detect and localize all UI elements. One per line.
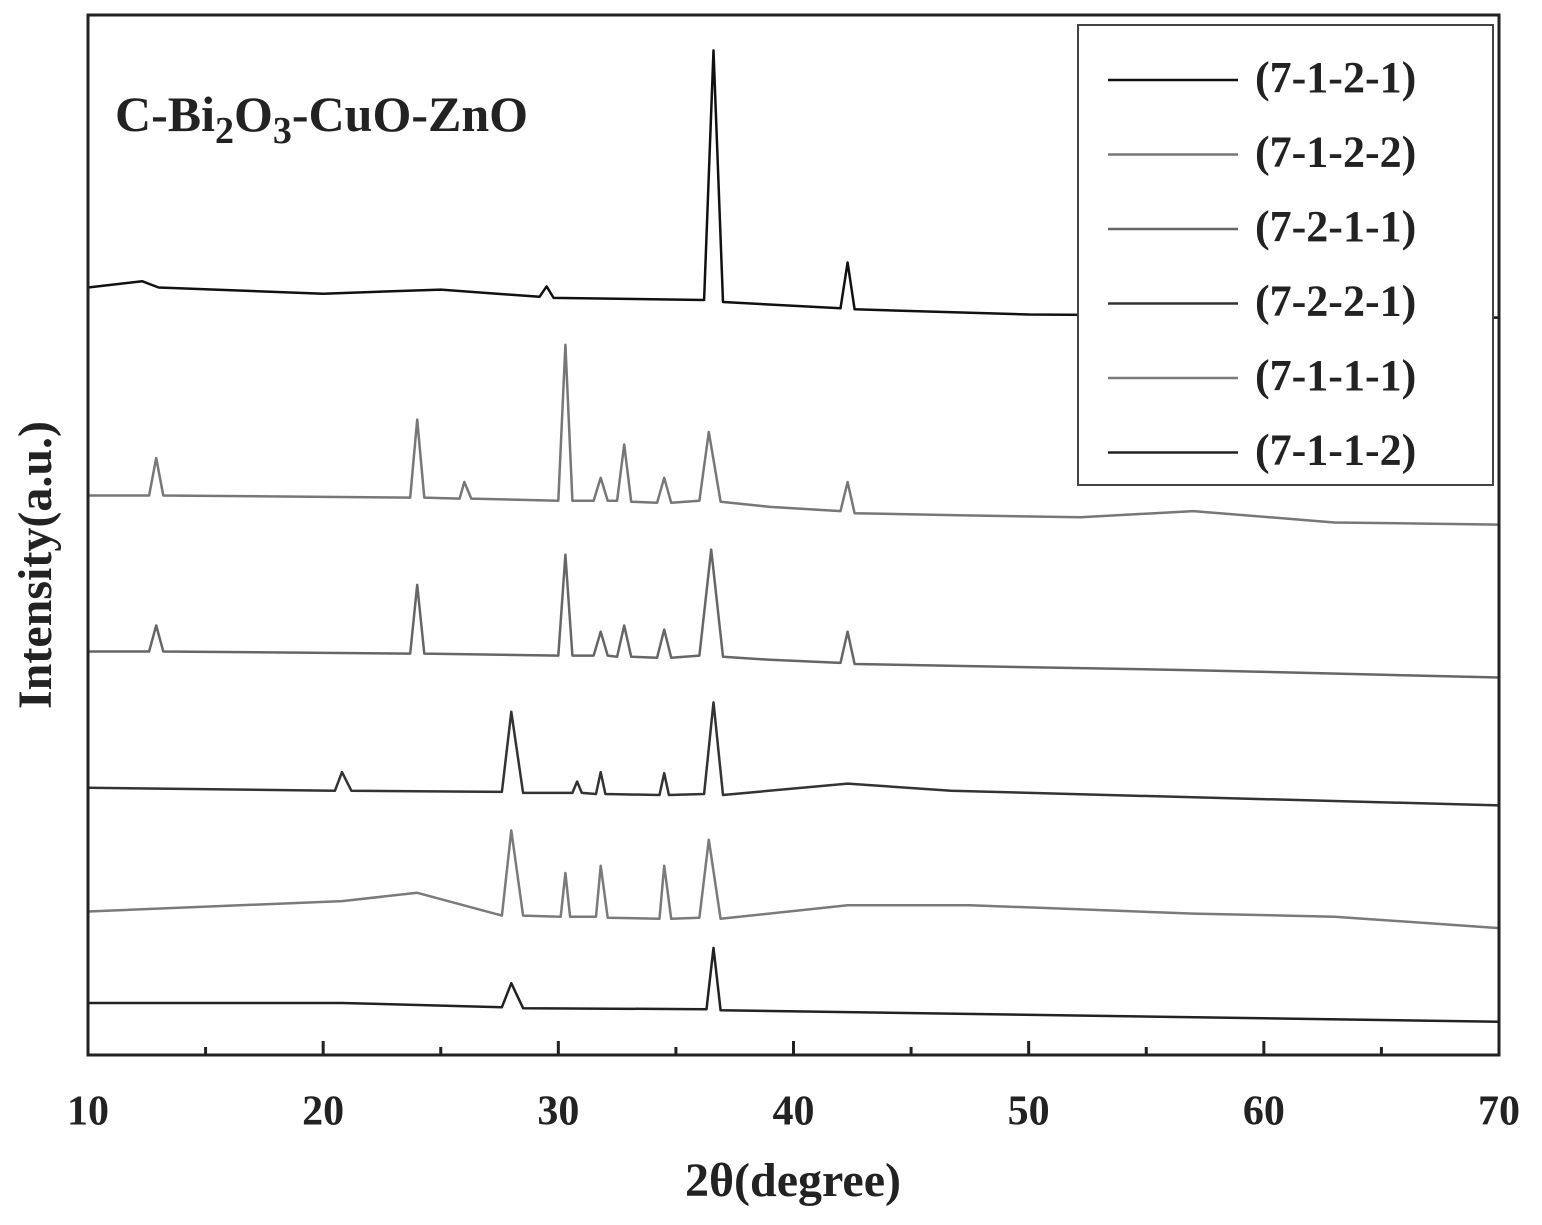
legend-label: (7-2-1-1) [1255,202,1416,251]
annotation-part: O [234,86,273,142]
annotation-sub: 3 [273,110,292,152]
x-tick-label: 30 [537,1089,579,1135]
x-tick-label: 70 [1478,1089,1520,1135]
xrd-trace [88,948,1499,1022]
x-tick-label: 20 [302,1089,344,1135]
annotation: C-Bi2O3-CuO-ZnO [115,86,528,151]
chart: C-Bi2O3-CuO-ZnO 2θ(degree) Intensity(a.u… [0,0,1542,1225]
legend-label: (7-2-2-1) [1255,277,1416,326]
page: {"chart_data": {"type": "line", "annotat… [0,0,1542,1225]
annotation-sub: 2 [215,110,234,152]
x-tick-label: 40 [773,1089,815,1135]
x-tick-label: 10 [67,1089,109,1135]
legend-label: (7-1-2-2) [1255,128,1416,177]
x-tick-label: 50 [1008,1089,1050,1135]
xrd-trace [88,702,1499,805]
legend-label: (7-1-1-1) [1255,351,1416,400]
legend-label: (7-1-2-1) [1255,53,1416,102]
xrd-trace [88,830,1499,928]
xrd-trace [88,550,1499,678]
annotation-part: -CuO-ZnO [292,86,528,142]
legend: (7-1-2-1) (7-1-2-2) (7-2-1-1) (7-2-2-1) (7-1… [1078,25,1493,485]
y-axis-title: Intensity(a.u.) [9,421,62,709]
annotation-part: C-Bi [115,86,215,142]
x-axis-title: 2θ(degree) [685,1154,901,1207]
legend-label: (7-1-1-2) [1255,426,1416,475]
x-tick-label: 60 [1243,1089,1285,1135]
